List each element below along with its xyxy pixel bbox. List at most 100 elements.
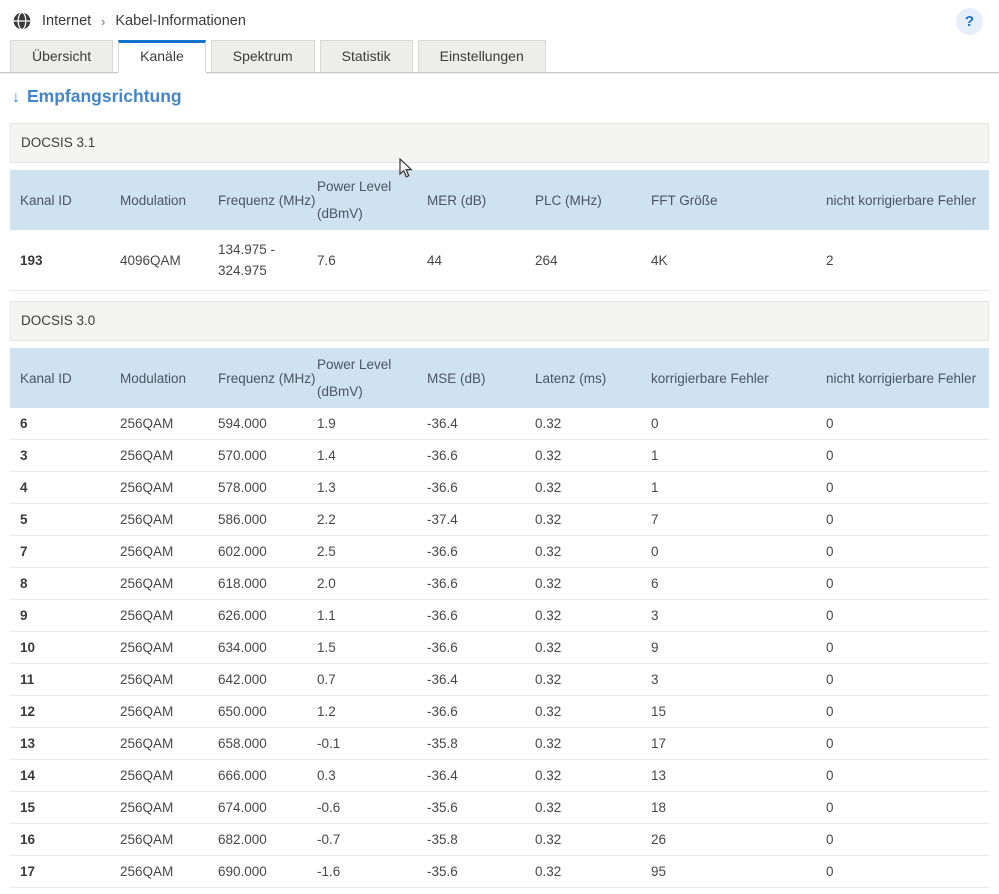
cell-kanal-id: 16: [10, 823, 110, 856]
breadcrumb-separator-icon: ›: [101, 14, 106, 29]
cell-latenz-ms: 0.32: [525, 471, 641, 504]
cell-korrigierbare-fehler: 26: [641, 823, 816, 856]
cell-power-level-dbmv: 1.2: [307, 695, 417, 728]
cell-power-level-dbmv: 0.3: [307, 759, 417, 792]
cell-latenz-ms: 0.32: [525, 855, 641, 888]
cell-latenz-ms: 0.32: [525, 535, 641, 568]
section-title: DOCSIS 3.1: [10, 123, 989, 163]
tables: DOCSIS 3.1 Kanal ID Modulation Frequenz (MH…: [10, 123, 989, 888]
column-header-mse-db: MSE (dB): [417, 348, 525, 408]
cell-power-level-dbmv: 2.0: [307, 567, 417, 600]
cell-kanal-id: 14: [10, 759, 110, 792]
cell-latenz-ms: 0.32: [525, 439, 641, 472]
column-header-mer-db: MER (dB): [417, 170, 525, 230]
cell-korrigierbare-fehler: 1: [641, 471, 816, 504]
cell-mse-db: -36.6: [417, 439, 525, 472]
table-row: 9 256QAM 626.000 1.1 -36.6 0.32 3 0: [10, 599, 989, 632]
tab-statistik[interactable]: Statistik: [319, 40, 413, 72]
tab-einstellungen[interactable]: Einstellungen: [417, 40, 546, 72]
cell-nicht-korrigierbare-fehler: 0: [816, 567, 989, 600]
cell-modulation: 256QAM: [110, 823, 208, 856]
table-row: 15 256QAM 674.000 -0.6 -35.6 0.32 18 0: [10, 791, 989, 824]
table-row: 16 256QAM 682.000 -0.7 -35.8 0.32 26 0: [10, 823, 989, 856]
cell-korrigierbare-fehler: 15: [641, 695, 816, 728]
cell-kanal-id: 4: [10, 471, 110, 504]
cell-latenz-ms: 0.32: [525, 503, 641, 536]
cell-nicht-korrigierbare-fehler: 0: [816, 471, 989, 504]
cell-modulation: 256QAM: [110, 439, 208, 472]
cell-power-level-dbmv: 1.5: [307, 631, 417, 664]
cell-frequenz-mhz: 626.000: [208, 599, 307, 632]
cell-mse-db: -36.6: [417, 471, 525, 504]
cell-mse-db: -36.6: [417, 567, 525, 600]
cell-mse-db: -36.6: [417, 599, 525, 632]
cell-modulation: 256QAM: [110, 695, 208, 728]
cell-latenz-ms: 0.32: [525, 631, 641, 664]
empfangsrichtung-link[interactable]: ↓ Empfangsrichtung: [12, 86, 182, 107]
cell-nicht-korrigierbare-fehler: 0: [816, 503, 989, 536]
cell-kanal-id: 8: [10, 567, 110, 600]
table-row: 8 256QAM 618.000 2.0 -36.6 0.32 6 0: [10, 567, 989, 600]
cell-kanal-id: 15: [10, 791, 110, 824]
cell-power-level-dbmv: -1.6: [307, 855, 417, 888]
cell-korrigierbare-fehler: 7: [641, 503, 816, 536]
cell-korrigierbare-fehler: 13: [641, 759, 816, 792]
cell-frequenz-mhz: 642.000: [208, 663, 307, 696]
arrow-down-icon: ↓: [12, 89, 20, 106]
cell-frequenz-mhz: 674.000: [208, 791, 307, 824]
cell-kanal-id: 6: [10, 408, 110, 440]
cell-latenz-ms: 0.32: [525, 727, 641, 760]
globe-icon: [12, 11, 32, 31]
tab-divider: [0, 72, 999, 74]
cell-modulation: 256QAM: [110, 791, 208, 824]
cell-korrigierbare-fehler: 1: [641, 439, 816, 472]
cell-latenz-ms: 0.32: [525, 823, 641, 856]
cell-frequenz-mhz: 578.000: [208, 471, 307, 504]
cell-modulation: 256QAM: [110, 471, 208, 504]
cell-modulation: 256QAM: [110, 759, 208, 792]
table-row: 12 256QAM 650.000 1.2 -36.6 0.32 15 0: [10, 695, 989, 728]
table-row: 6 256QAM 594.000 1.9 -36.4 0.32 0 0: [10, 408, 989, 440]
cell-latenz-ms: 0.32: [525, 663, 641, 696]
cell-modulation: 256QAM: [110, 535, 208, 568]
main-content: ↓ Empfangsrichtung DOCSIS 3.1 Kanal ID Mod…: [0, 74, 999, 888]
tab-bar: Übersicht Kanäle Spektrum Statistik Einstell…: [0, 40, 999, 72]
table-row: 5 256QAM 586.000 2.2 -37.4 0.32 7 0: [10, 503, 989, 536]
cell-mse-db: -36.6: [417, 535, 525, 568]
column-header-korrigierbare-fehler: korrigierbare Fehler: [641, 348, 816, 408]
cell-mse-db: -36.4: [417, 759, 525, 792]
cell-kanal-id: 3: [10, 439, 110, 472]
cell-modulation: 256QAM: [110, 663, 208, 696]
cell-korrigierbare-fehler: 3: [641, 663, 816, 696]
cell-mse-db: -35.8: [417, 727, 525, 760]
cell-latenz-ms: 0.32: [525, 599, 641, 632]
tab-kanale[interactable]: Kanäle: [118, 40, 206, 72]
cell-nicht-korrigierbare-fehler: 0: [816, 599, 989, 632]
cell-fft-gro-e: 4K: [641, 230, 816, 291]
tab-ubersicht[interactable]: Übersicht: [10, 40, 114, 72]
cell-frequenz-mhz: 570.000: [208, 439, 307, 472]
cell-frequenz-mhz: 586.000: [208, 503, 307, 536]
cell-frequenz-mhz: 134.975 - 324.975: [208, 230, 307, 291]
column-header-power-level-dbmv: Power Level (dBmV): [307, 170, 417, 230]
cell-nicht-korrigierbare-fehler: 0: [816, 408, 989, 440]
breadcrumb-item-internet[interactable]: Internet: [42, 13, 92, 29]
top-bar: Internet › Kabel-Informationen ?: [0, 0, 999, 38]
cell-modulation: 4096QAM: [110, 230, 208, 291]
cell-kanal-id: 13: [10, 727, 110, 760]
cell-power-level-dbmv: -0.1: [307, 727, 417, 760]
cell-latenz-ms: 0.32: [525, 791, 641, 824]
cell-mse-db: -37.4: [417, 503, 525, 536]
column-header-frequenz-mhz: Frequenz (MHz): [208, 348, 316, 408]
tab-spektrum[interactable]: Spektrum: [210, 40, 315, 72]
cell-korrigierbare-fehler: 0: [641, 535, 816, 568]
cell-nicht-korrigierbare-fehler: 0: [816, 855, 989, 888]
empfangsrichtung-label: Empfangsrichtung: [27, 86, 182, 106]
cell-mse-db: -35.6: [417, 855, 525, 888]
cell-kanal-id: 193: [10, 230, 110, 291]
help-button[interactable]: ?: [956, 7, 983, 35]
cell-power-level-dbmv: -0.7: [307, 823, 417, 856]
column-header-power-level-dbmv: Power Level (dBmV): [307, 348, 417, 408]
cell-nicht-korrigierbare-fehler: 0: [816, 823, 989, 856]
cell-nicht-korrigierbare-fehler: 0: [816, 695, 989, 728]
